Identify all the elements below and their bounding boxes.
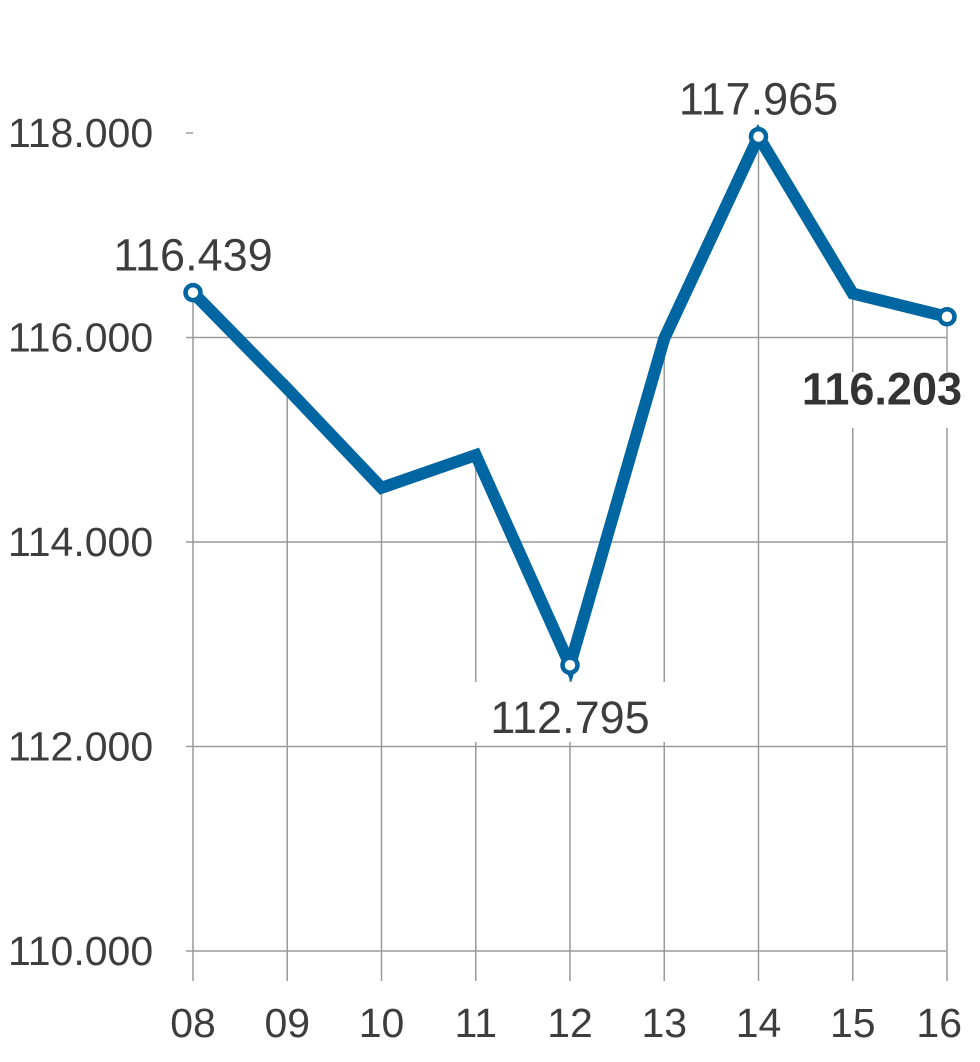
y-tick-label: 116.000 <box>8 315 153 361</box>
data-point-marker <box>560 655 580 675</box>
x-axis-tick-labels: 08 09 10 11 12 13 14 15 16 <box>170 1000 962 1046</box>
vertical-gridlines <box>192 137 948 981</box>
y-tick-label: 110.000 <box>8 928 153 974</box>
x-tick-label: 13 <box>641 1000 687 1046</box>
y-tick-label: 114.000 <box>8 519 153 565</box>
data-label: 116.203 <box>802 364 962 415</box>
x-tick-label: 15 <box>830 1000 876 1046</box>
x-tick-label: 16 <box>916 1000 962 1046</box>
data-label: 116.439 <box>113 230 272 281</box>
x-tick-label: 08 <box>170 1000 216 1046</box>
x-tick-label: 09 <box>264 1000 310 1046</box>
y-tick-label: 112.000 <box>8 724 153 770</box>
data-label: 117.965 <box>679 74 838 125</box>
data-point-marker <box>748 126 769 147</box>
x-tick-label: 14 <box>736 1000 782 1046</box>
data-label: 112.795 <box>490 692 649 743</box>
horizontal-gridlines <box>186 132 946 952</box>
data-labels: 116.439 112.795 117.965 116.203 <box>113 74 962 744</box>
data-point-marker <box>937 306 957 327</box>
data-point-marker <box>183 282 203 303</box>
y-axis-tick-labels: 110.000 112.000 114.000 116.000 118.000 <box>8 110 153 974</box>
x-tick-label: 10 <box>359 1000 405 1046</box>
x-tick-label: 12 <box>547 1000 593 1046</box>
x-tick-label: 11 <box>454 1000 497 1046</box>
y-tick-label: 118.000 <box>8 110 153 156</box>
